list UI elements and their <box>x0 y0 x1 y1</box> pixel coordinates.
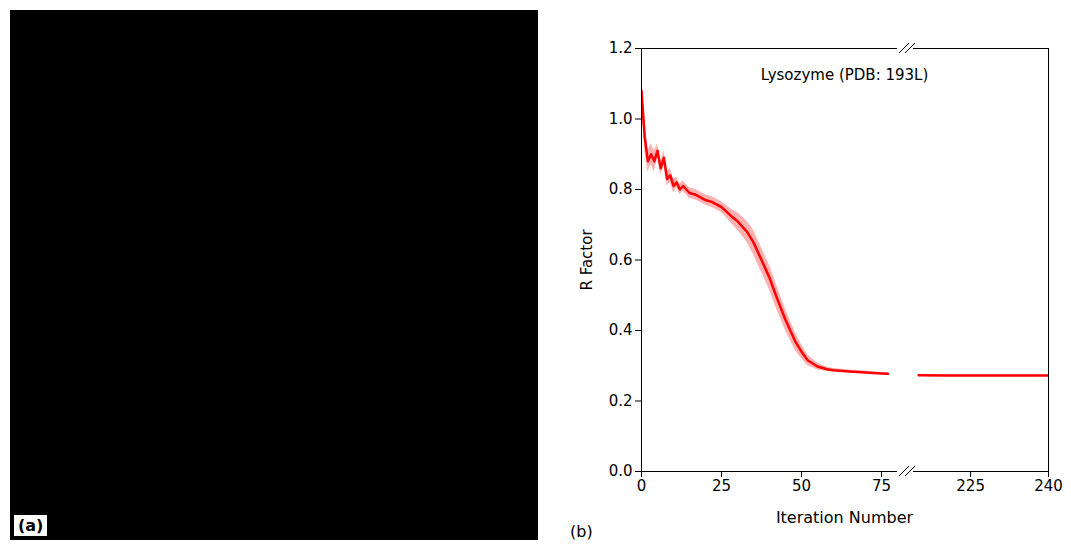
svg-text:1.2: 1.2 <box>609 39 633 57</box>
svg-text:1.0: 1.0 <box>609 110 633 128</box>
svg-text:0.2: 0.2 <box>609 392 633 410</box>
svg-text:0: 0 <box>637 477 647 495</box>
svg-text:0.0: 0.0 <box>609 462 633 480</box>
svg-text:50: 50 <box>792 477 811 495</box>
svg-text:75: 75 <box>872 477 891 495</box>
svg-text:0.4: 0.4 <box>609 321 633 339</box>
svg-text:R Factor: R Factor <box>578 229 596 291</box>
svg-text:225: 225 <box>956 477 985 495</box>
svg-text:0.6: 0.6 <box>609 251 633 269</box>
svg-text:0.8: 0.8 <box>609 180 633 198</box>
html-text:(a): (a) <box>18 516 44 535</box>
svg-text:25: 25 <box>712 477 731 495</box>
html-text:Lysozyme (PDB: 193L): Lysozyme (PDB: 193L) <box>760 66 929 84</box>
html-text:(b): (b) <box>570 522 593 541</box>
html-text:Iteration Number: Iteration Number <box>775 508 914 527</box>
svg-text:240: 240 <box>1034 477 1063 495</box>
